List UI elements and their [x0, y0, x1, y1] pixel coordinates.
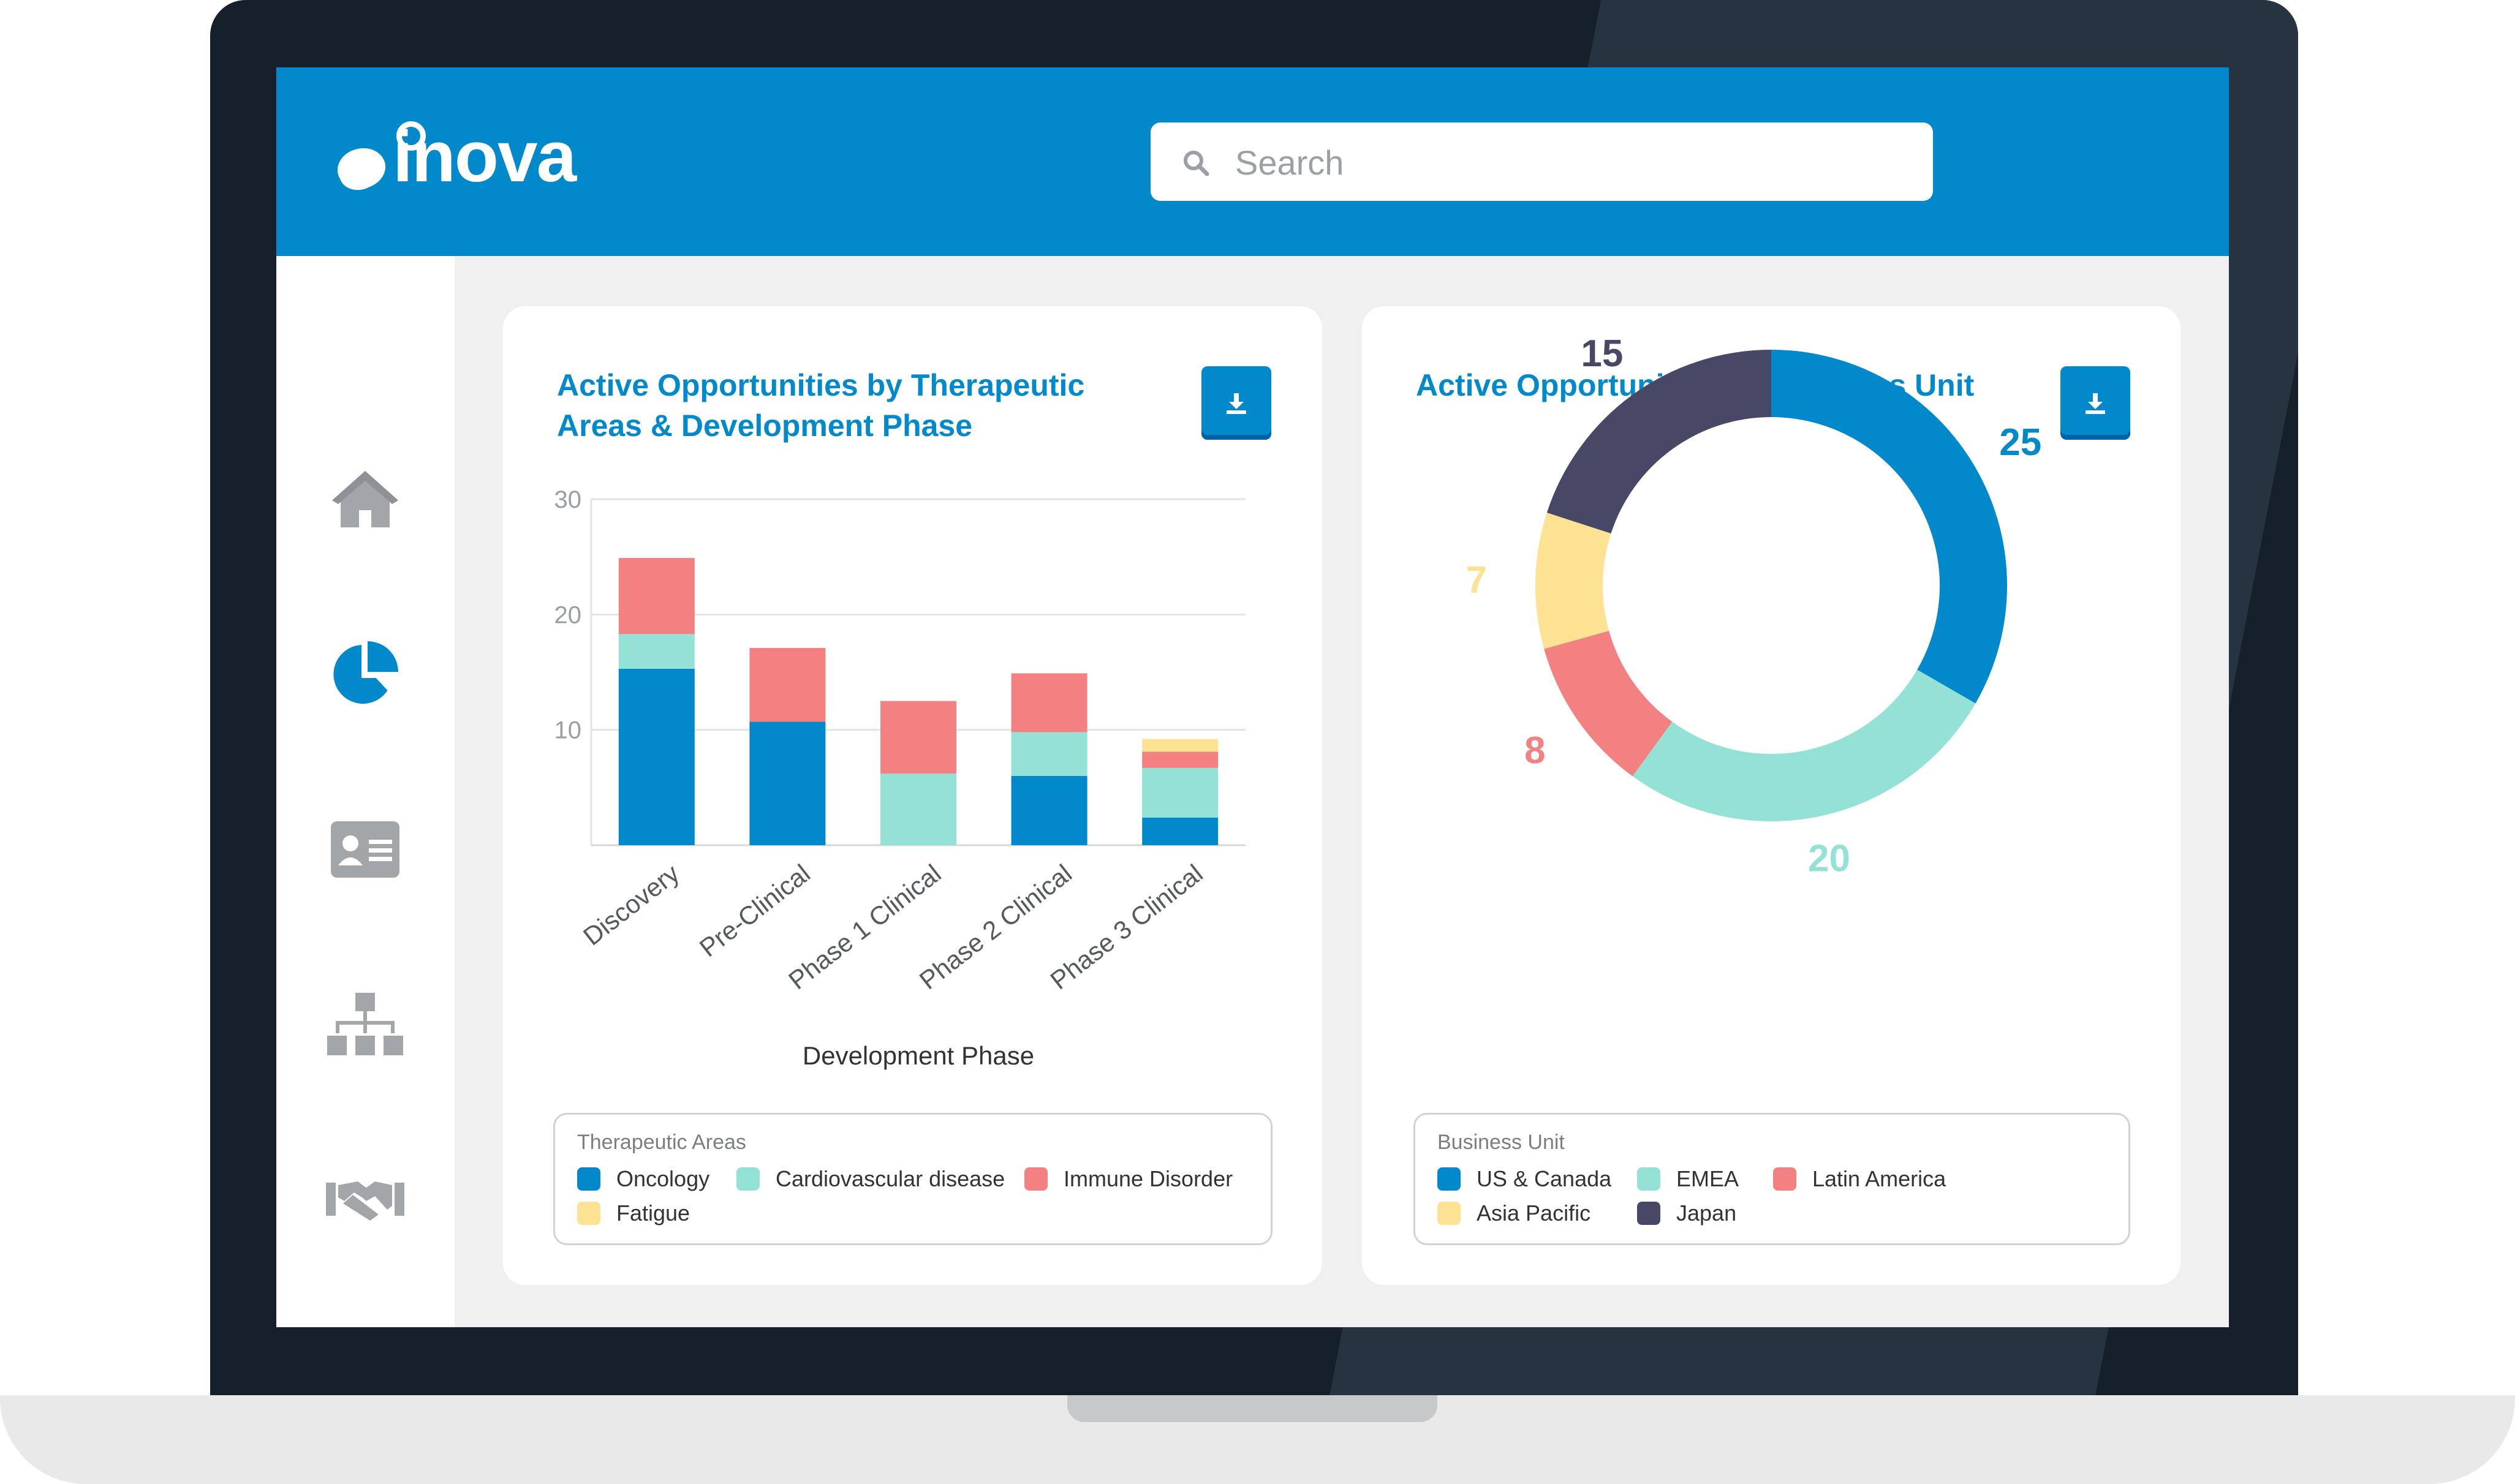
slice-value-label: 20: [1808, 837, 1850, 879]
download-icon: [1227, 393, 1246, 414]
legend-label: Immune Disorder: [1064, 1166, 1233, 1191]
download-icon: [2086, 393, 2105, 414]
legend-item: Asia Pacific: [1437, 1200, 1590, 1226]
logo-dot-icon: [396, 121, 426, 151]
slice-value-label: 7: [1466, 559, 1487, 601]
bar-segment[interactable]: [1011, 776, 1087, 845]
bar-segment[interactable]: [1142, 817, 1219, 845]
contact-card-icon: [331, 821, 399, 878]
donut-slice[interactable]: [1771, 350, 2007, 704]
bar-segment[interactable]: [1142, 751, 1219, 768]
download-button[interactable]: [1201, 366, 1271, 440]
legend-label: EMEA: [1676, 1166, 1739, 1191]
legend-swatch: [1773, 1167, 1796, 1191]
legend-swatch: [577, 1167, 600, 1191]
therapeutic-areas-card: Active Opportunities by Therapeutic Area…: [503, 306, 1322, 1285]
top-bar: inova: [276, 67, 2229, 256]
legend-label: Japan: [1676, 1200, 1737, 1226]
legend-title: Therapeutic Areas: [577, 1131, 746, 1154]
org-chart-icon: [327, 993, 403, 1055]
bar-segment[interactable]: [1011, 732, 1087, 776]
y-tick-label: 20: [554, 601, 582, 628]
laptop-base: [0, 1395, 2515, 1484]
logo-drop-icon: [331, 140, 392, 197]
bar-segment[interactable]: [749, 721, 826, 845]
search-box[interactable]: [1151, 122, 1933, 201]
app-screen: inova: [276, 67, 2229, 1327]
bar-segment[interactable]: [880, 701, 956, 774]
legend-item: Oncology: [577, 1166, 709, 1192]
card-title: Active Opportunities by Therapeutic Area…: [557, 368, 1085, 443]
legend-item: US & Canada: [1437, 1166, 1611, 1192]
legend-label: Latin America: [1812, 1166, 1946, 1191]
download-button[interactable]: [2060, 366, 2130, 440]
legend-swatch: [1437, 1167, 1461, 1191]
business-unit-legend: Business Unit US & Canada EMEA Latin Ame…: [1413, 1113, 2130, 1245]
legend-swatch: [736, 1167, 760, 1191]
donut-chart: 25 20 8 7 15: [1466, 333, 2042, 879]
sidebar-item-home[interactable]: [325, 459, 405, 539]
legend-title: Business Unit: [1437, 1131, 1565, 1154]
legend-swatch: [1024, 1167, 1048, 1191]
sidebar-item-organization[interactable]: [325, 985, 405, 1064]
donut-slice[interactable]: [1544, 630, 1673, 777]
x-tick-label: Discovery: [578, 859, 684, 951]
legend-label: Oncology: [616, 1166, 710, 1191]
legend-label: Cardiovascular disease: [776, 1166, 1005, 1191]
slice-value-label: 8: [1524, 729, 1545, 772]
laptop-notch: [1067, 1395, 1437, 1422]
legend-swatch: [1637, 1202, 1660, 1225]
sidebar-item-contacts[interactable]: [325, 810, 405, 889]
handshake-icon: [326, 1181, 404, 1221]
sidebar: [276, 256, 455, 1327]
x-tick-label: Pre-Clinical: [694, 859, 815, 962]
bar-segment[interactable]: [618, 634, 695, 669]
bar-segment[interactable]: [880, 774, 956, 845]
sidebar-item-partnerships[interactable]: [325, 1160, 405, 1240]
legend-item: Japan: [1637, 1200, 1736, 1226]
slice-value-label: 25: [1999, 421, 2041, 464]
donut-slice[interactable]: [1546, 350, 1771, 534]
bar-segment[interactable]: [749, 647, 826, 722]
legend-item: Cardiovascular disease: [736, 1166, 1005, 1192]
legend-swatch: [577, 1202, 600, 1225]
legend-item: EMEA: [1637, 1166, 1739, 1192]
bar-segment[interactable]: [618, 668, 695, 845]
bar-segment[interactable]: [1142, 739, 1219, 752]
legend-label: Fatigue: [616, 1200, 690, 1226]
bar-segment[interactable]: [1142, 767, 1219, 818]
legend-item: Latin America: [1773, 1166, 1946, 1192]
brand-logo[interactable]: inova: [331, 116, 577, 205]
legend-label: Asia Pacific: [1477, 1200, 1591, 1226]
search-icon: [1184, 151, 1209, 176]
slice-value-label: 15: [1581, 333, 1623, 375]
legend-label: US & Canada: [1477, 1166, 1612, 1191]
donut-slice[interactable]: [1535, 513, 1611, 649]
x-axis-title: Development Phase: [803, 1041, 1034, 1070]
brand-name: inova: [393, 116, 577, 197]
search-input[interactable]: [1234, 140, 1898, 185]
business-unit-card: Active Opportunities by Business Unit 25…: [1362, 306, 2180, 1285]
therapeutic-areas-legend: Therapeutic Areas Oncology Cardiovascula…: [553, 1113, 1273, 1245]
y-tick-label: 10: [554, 717, 582, 744]
donut-slice[interactable]: [1632, 669, 1976, 822]
legend-swatch: [1637, 1167, 1660, 1191]
bar-segment[interactable]: [618, 558, 695, 635]
y-tick-label: 30: [554, 486, 582, 513]
legend-item: Immune Disorder: [1024, 1166, 1233, 1192]
legend-swatch: [1437, 1202, 1461, 1225]
legend-item: Fatigue: [577, 1200, 690, 1226]
pie-chart-icon: [333, 641, 398, 704]
bar-segment[interactable]: [1011, 673, 1087, 733]
sidebar-item-analytics[interactable]: [325, 635, 405, 714]
home-icon: [332, 471, 398, 527]
